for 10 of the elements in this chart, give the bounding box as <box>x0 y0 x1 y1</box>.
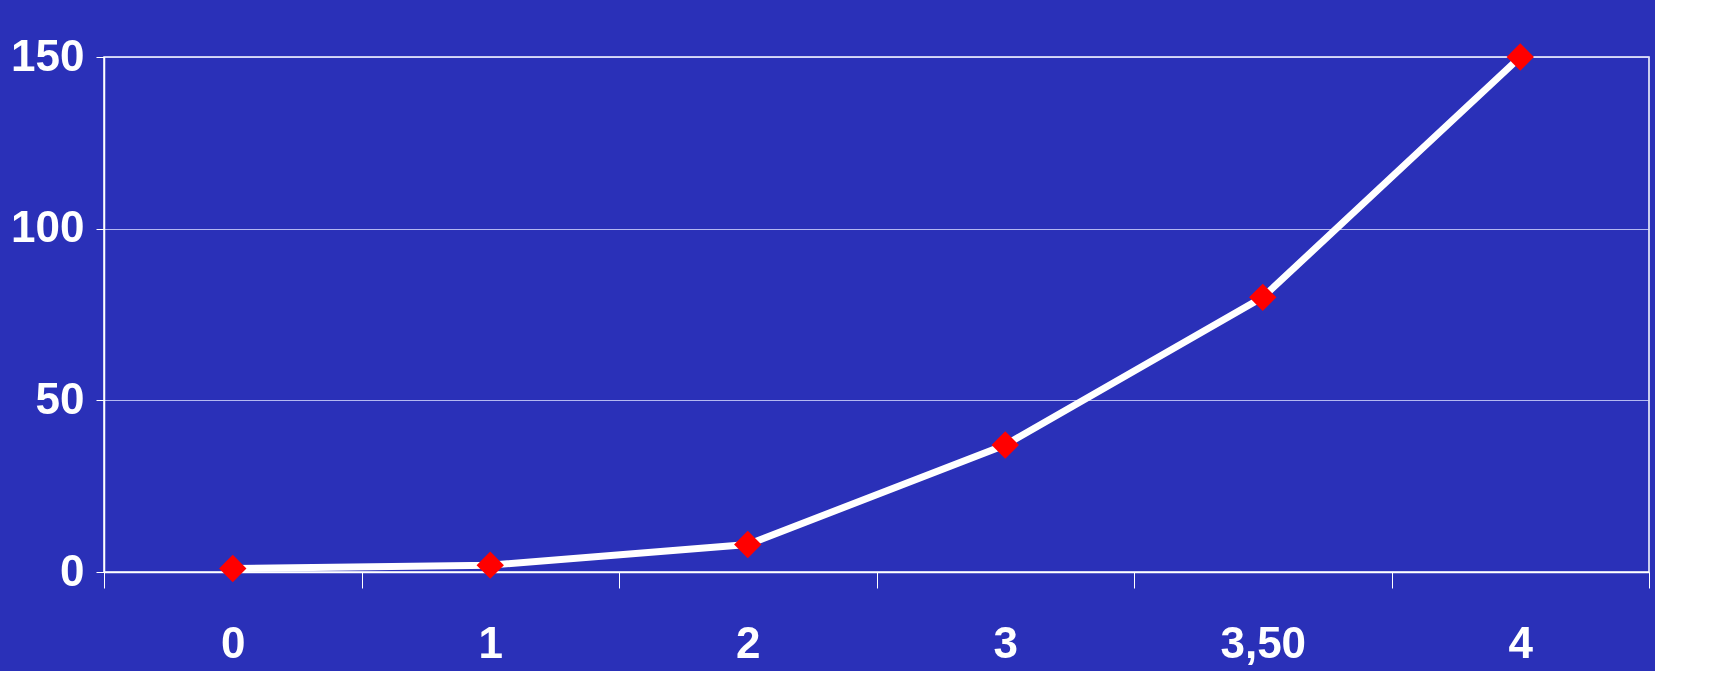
x-tick-label: 3 <box>993 617 1018 667</box>
x-tick-label: 4 <box>1508 617 1534 667</box>
x-tick-label: 2 <box>736 617 761 667</box>
y-tick-label: 50 <box>35 373 85 423</box>
y-tick-label: 0 <box>60 545 85 595</box>
y-tick-label: 100 <box>11 202 85 252</box>
x-tick-label: 1 <box>478 617 503 667</box>
y-tick-label: 150 <box>11 30 85 80</box>
x-tick-label: 3,50 <box>1220 617 1307 667</box>
x-tick-label: 0 <box>221 617 246 667</box>
